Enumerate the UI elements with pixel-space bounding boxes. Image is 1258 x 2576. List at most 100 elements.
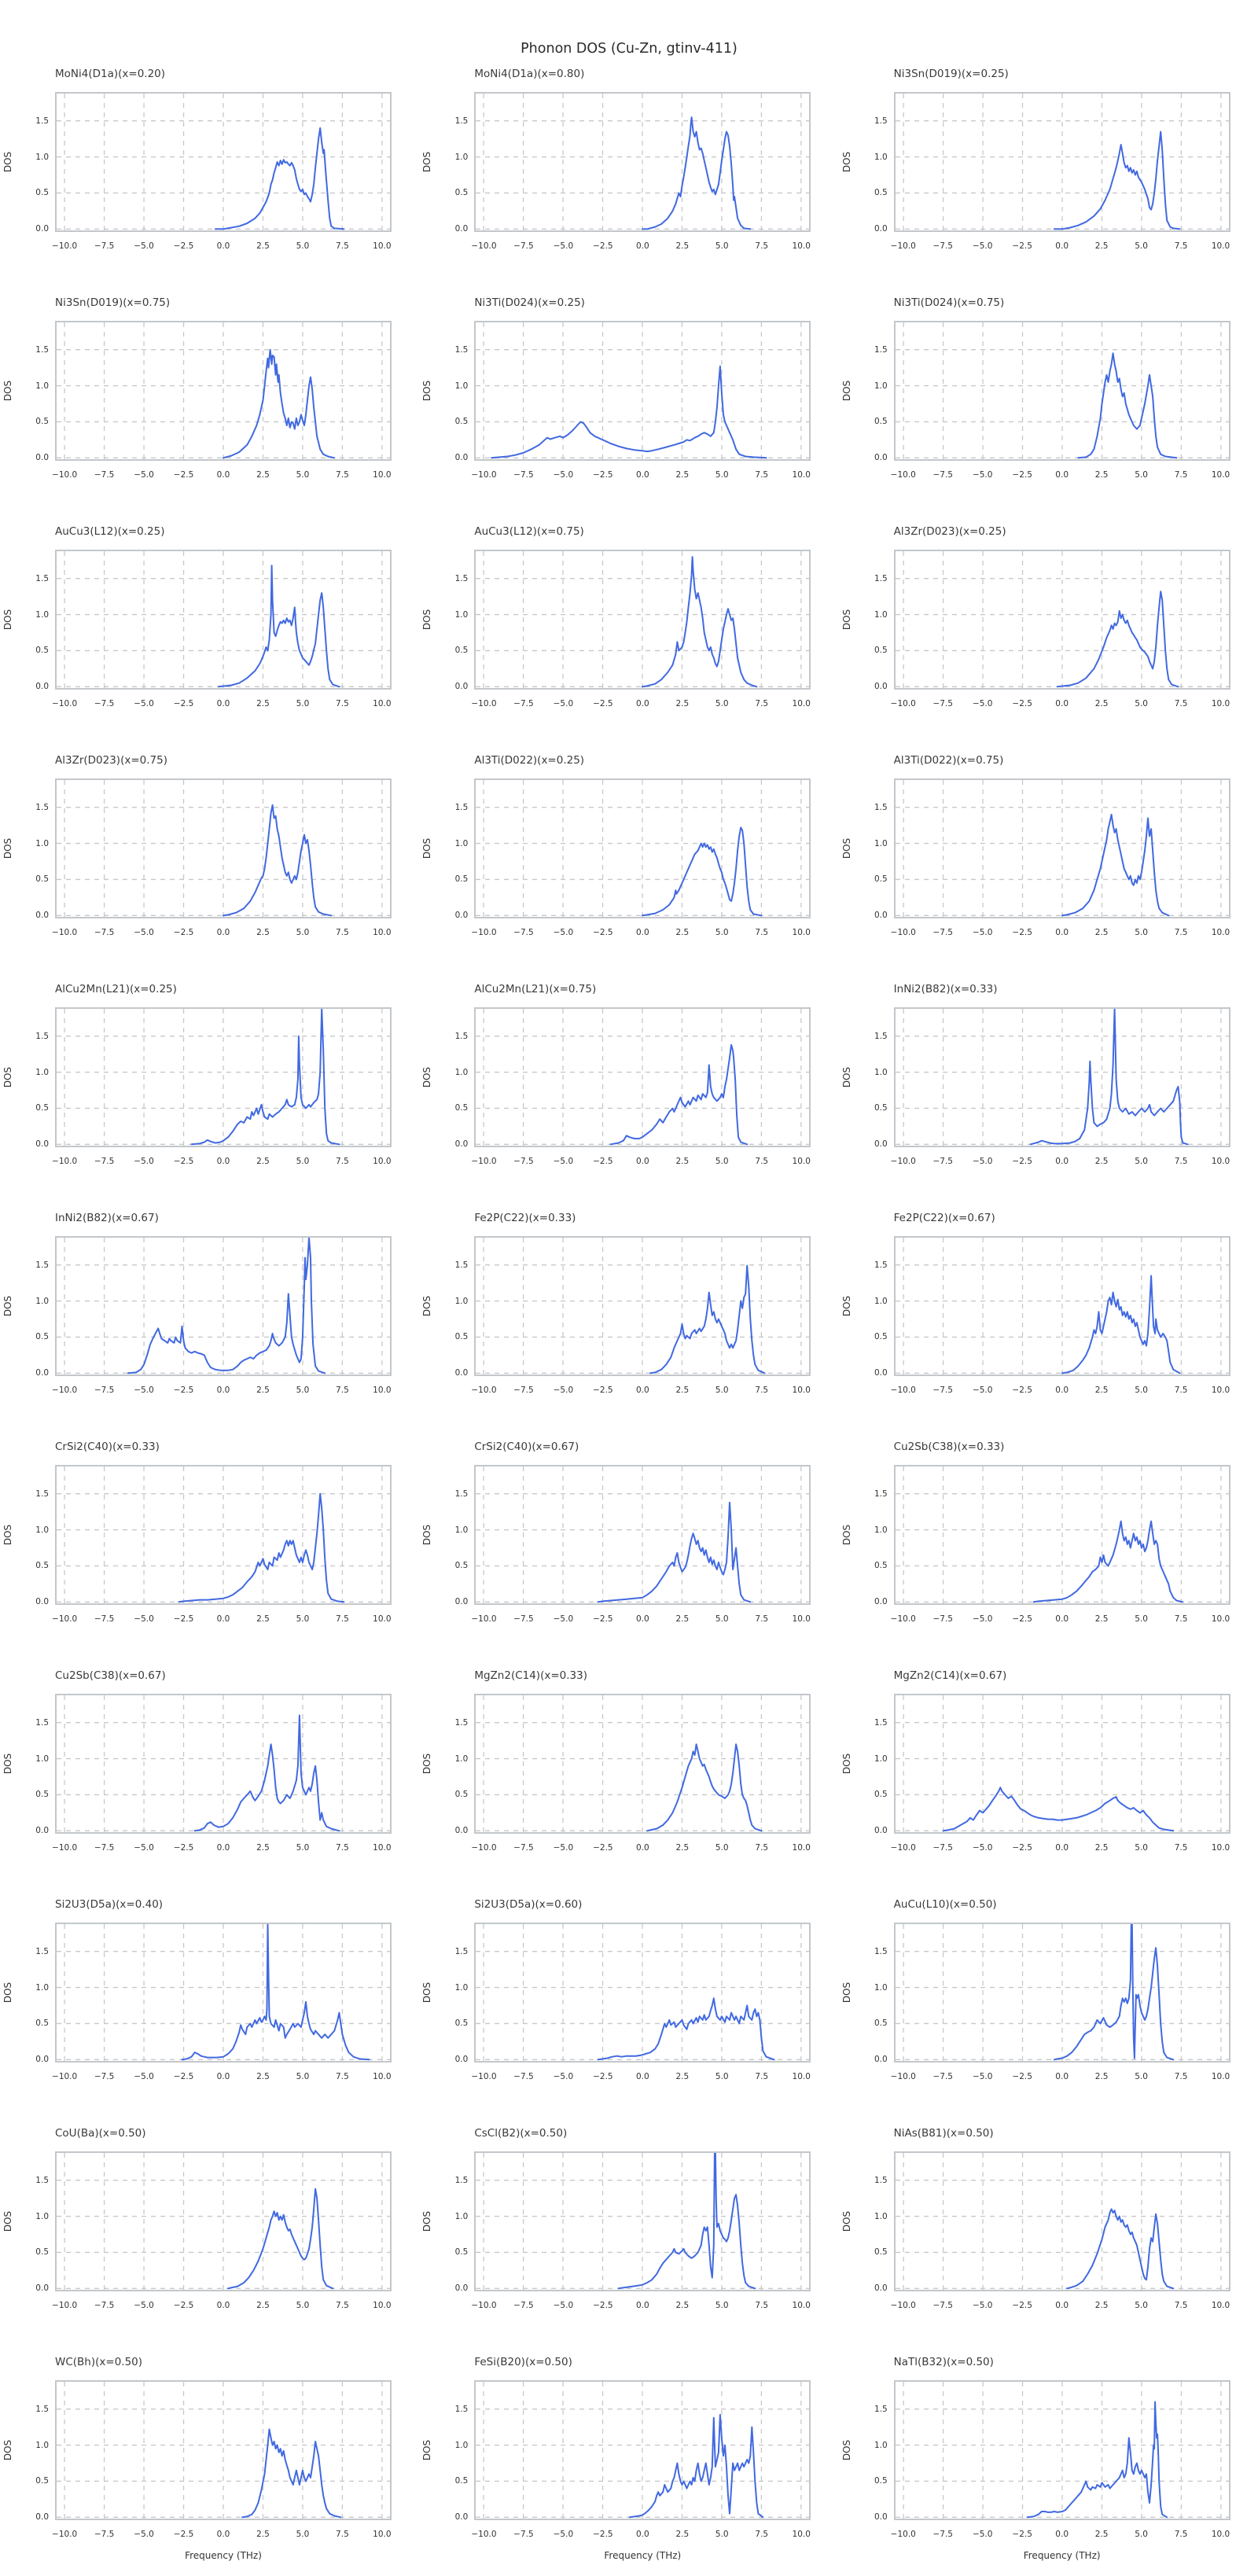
x-tick-label: 5.0 xyxy=(296,241,310,251)
plot-area xyxy=(893,1007,1230,1147)
x-tick-label: 10.0 xyxy=(1211,2530,1230,2539)
x-tick-label: −7.5 xyxy=(513,2530,534,2539)
subplot-cell: Ni3Sn(D019)(x=0.75) DOS 0.0 0.5 1.0 1.5 −10… xyxy=(0,288,419,517)
subplot-title: Al3Ti(D022)(x=0.25) xyxy=(474,754,585,767)
x-tick-label: −7.5 xyxy=(932,1386,953,1395)
x-tick-label: 2.5 xyxy=(256,470,270,480)
x-tick-label: −2.5 xyxy=(173,2072,194,2081)
y-tick-label: 1.0 xyxy=(874,1982,888,1993)
y-tick-label: 1.5 xyxy=(35,344,49,355)
y-tick-label: 1.5 xyxy=(874,2404,888,2414)
dos-curve xyxy=(1061,1275,1181,1374)
y-axis-label: DOS xyxy=(2,1524,13,1546)
plot-area xyxy=(474,2380,811,2520)
y-tick-label: 0.0 xyxy=(874,911,888,921)
x-tick-label: 7.5 xyxy=(336,699,349,708)
plot-area xyxy=(55,92,392,232)
x-tick-label: 5.0 xyxy=(1135,699,1148,708)
dos-curve xyxy=(1029,1008,1189,1146)
x-tick-label: −2.5 xyxy=(173,2530,194,2539)
x-tick-labels: −10.0 −7.5 −5.0 −2.5 0.0 2.5 5.0 7.5 10.0 xyxy=(471,1614,811,1627)
subplot-title: Fe2P(C22)(x=0.67) xyxy=(893,1212,995,1224)
y-tick-label: 1.0 xyxy=(874,381,888,391)
y-tick-label: 0.5 xyxy=(454,1561,469,1571)
x-tick-label: 2.5 xyxy=(1094,2530,1109,2539)
y-axis-label: DOS xyxy=(421,1524,433,1546)
x-tick-label: 5.0 xyxy=(1135,1614,1148,1624)
x-tick-label: 0.0 xyxy=(1055,2530,1069,2539)
subplot-cell: InNi2(B82)(x=0.67) DOS 0.0 0.5 1.0 1.5 −10.… xyxy=(0,1203,419,1432)
x-tick-label: 0.0 xyxy=(635,1614,649,1624)
axes-frame xyxy=(893,1236,1230,1376)
x-tick-label: 7.5 xyxy=(336,2301,349,2310)
x-tick-label: −7.5 xyxy=(94,1386,115,1395)
y-axis-label: DOS xyxy=(841,380,852,402)
y-axis-label: DOS xyxy=(841,1295,852,1317)
subplot-body: DOS 0.0 0.5 1.0 1.5 xyxy=(839,2380,1258,2523)
x-tick-label: −5.0 xyxy=(972,928,993,937)
x-tick-label: −2.5 xyxy=(1012,2530,1032,2539)
x-tick-label: 0.0 xyxy=(635,699,649,708)
subplot-body: DOS 0.0 0.5 1.0 1.5 xyxy=(419,1465,838,1607)
x-tick-label: 10.0 xyxy=(1211,470,1230,480)
y-tick-label: 0.0 xyxy=(874,1597,888,1607)
x-tick-label: −2.5 xyxy=(1012,1157,1032,1166)
subplot-cell: MgZn2(C14)(x=0.33) DOS 0.0 0.5 1.0 1.5 −10.… xyxy=(419,1661,838,1890)
x-tick-label: 7.5 xyxy=(336,2072,349,2081)
axes-frame xyxy=(474,1923,811,2063)
x-tick-label: 7.5 xyxy=(1174,1386,1188,1395)
x-tick-label: 7.5 xyxy=(755,699,769,708)
x-tick-labels: −10.0 −7.5 −5.0 −2.5 0.0 2.5 5.0 7.5 10.0 xyxy=(52,2301,392,2313)
subplot-title: MgZn2(C14)(x=0.67) xyxy=(893,1669,1007,1682)
x-tick-label: −10.0 xyxy=(471,1614,497,1624)
x-tick-label: 0.0 xyxy=(216,2072,230,2081)
y-axis-label: DOS xyxy=(2,1982,13,2004)
x-tick-label: 7.5 xyxy=(1174,241,1188,251)
x-tick-label: −5.0 xyxy=(134,470,154,480)
y-tick-label: 1.5 xyxy=(454,1489,469,1499)
dos-curve xyxy=(1065,2208,1174,2290)
y-tick-label: 0.0 xyxy=(454,1597,469,1607)
x-tick-label: 0.0 xyxy=(1055,2072,1069,2081)
x-tick-labels: −10.0 −7.5 −5.0 −2.5 0.0 2.5 5.0 7.5 10.0 xyxy=(471,470,811,483)
y-tick-label: 0.0 xyxy=(454,1826,469,1836)
x-tick-label: −2.5 xyxy=(1012,699,1032,708)
x-tick-label: −5.0 xyxy=(134,241,154,251)
plot-area xyxy=(55,550,392,690)
x-tick-label: 10.0 xyxy=(792,699,811,708)
x-tick-label: 2.5 xyxy=(675,1843,690,1853)
subplot-cell: Ni3Ti(D024)(x=0.25) DOS 0.0 0.5 1.0 1.5 −10… xyxy=(419,288,838,517)
y-tick-label: 1.0 xyxy=(35,838,49,848)
y-tick-label: 1.5 xyxy=(35,802,49,812)
subplot-body: DOS 0.0 0.5 1.0 1.5 xyxy=(0,1923,419,2064)
x-tick-label: 7.5 xyxy=(1174,1157,1188,1166)
x-tick-label: 5.0 xyxy=(1135,1157,1148,1166)
x-tick-labels: −10.0 −7.5 −5.0 −2.5 0.0 2.5 5.0 7.5 10.0 xyxy=(471,1157,811,1169)
x-axis-label: Frequency (THz) xyxy=(1023,2550,1101,2561)
x-tick-label: −7.5 xyxy=(94,928,115,937)
dos-curve xyxy=(1076,352,1178,459)
dos-curve xyxy=(618,2152,756,2290)
x-tick-labels: −10.0 −7.5 −5.0 −2.5 0.0 2.5 5.0 7.5 10.0 xyxy=(891,2530,1230,2542)
x-tick-label: 0.0 xyxy=(216,699,230,708)
x-tick-label: −5.0 xyxy=(972,1843,993,1853)
dos-curve xyxy=(223,804,333,917)
y-tick-label: 1.5 xyxy=(874,1031,888,1041)
y-tick-label: 0.5 xyxy=(35,2247,49,2258)
y-tick-labels: 0.0 0.5 1.0 1.5 xyxy=(855,1923,894,2065)
y-tick-label: 0.0 xyxy=(874,2512,888,2523)
y-tick-label: 0.5 xyxy=(454,2476,469,2486)
x-tick-label: −7.5 xyxy=(94,2301,115,2310)
y-tick-label: 0.5 xyxy=(35,1332,49,1342)
x-tick-label: 7.5 xyxy=(336,928,349,937)
x-tick-label: −10.0 xyxy=(890,1386,916,1395)
x-tick-label: 5.0 xyxy=(296,928,310,937)
x-tick-label: 10.0 xyxy=(792,2530,811,2539)
x-tick-label: 0.0 xyxy=(635,1843,649,1853)
x-axis-label: Frequency (THz) xyxy=(604,2550,682,2561)
x-tick-labels: −10.0 −7.5 −5.0 −2.5 0.0 2.5 5.0 7.5 10.0 xyxy=(52,1843,392,1856)
subplot-grid: MoNi4(D1a)(x=0.20) DOS 0.0 0.5 1.0 1.5 −10.… xyxy=(0,59,1258,2576)
axes-frame xyxy=(55,1923,392,2063)
y-tick-label: 1.5 xyxy=(454,2404,469,2414)
y-tick-labels: 0.0 0.5 1.0 1.5 xyxy=(435,92,474,234)
